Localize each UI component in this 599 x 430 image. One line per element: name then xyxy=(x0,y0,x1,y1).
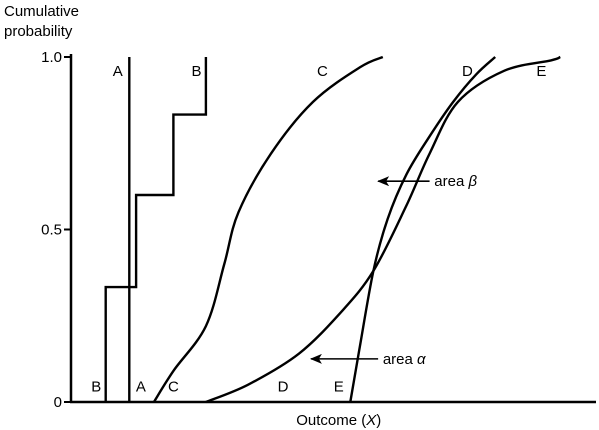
y-axis-label-line-1: Cumulative xyxy=(4,3,80,20)
series-group xyxy=(104,55,561,404)
y-axis-label: Cumulative probability xyxy=(4,2,79,42)
curve-label-b-5: B xyxy=(91,378,101,395)
y-tick-label-0: 0 xyxy=(54,394,62,411)
area-alpha-label-symbol: α xyxy=(417,351,426,368)
curve-labels: A B C D E B A C D E xyxy=(91,63,546,396)
curve-label-a-6: A xyxy=(136,378,146,395)
axes: 0 0.5 1.0 xyxy=(41,49,596,411)
area-alpha-label-prefix: area xyxy=(383,351,417,368)
curve-label-b-1: B xyxy=(191,63,201,80)
x-axis-label: Outcome (X) xyxy=(296,412,381,429)
series-c-line xyxy=(152,55,384,403)
x-axis-label-variable: X xyxy=(365,412,377,429)
area-beta-label-prefix: area xyxy=(434,173,468,190)
y-tick-label-2: 1.0 xyxy=(41,49,62,66)
curve-label-a-0: A xyxy=(113,63,123,80)
y-tick-label-1: 0.5 xyxy=(41,222,62,239)
x-axis-label-suffix: ) xyxy=(376,412,381,429)
curve-label-d-8: D xyxy=(278,378,289,395)
area-beta-label: area β xyxy=(434,173,477,190)
curve-label-e-4: E xyxy=(536,63,546,80)
area-beta-label-symbol: β xyxy=(468,173,478,190)
series-b-line xyxy=(104,57,208,402)
series-d-line xyxy=(349,56,497,403)
curve-label-c-2: C xyxy=(317,63,328,80)
curve-label-c-7: C xyxy=(168,378,179,395)
curve-label-e-9: E xyxy=(334,378,344,395)
curve-label-d-3: D xyxy=(462,63,473,80)
area-alpha-label: area α xyxy=(383,351,426,368)
y-axis-label-line-2: probability xyxy=(4,23,73,40)
series-e-line xyxy=(205,55,561,404)
x-axis-label-prefix: Outcome ( xyxy=(296,412,366,429)
